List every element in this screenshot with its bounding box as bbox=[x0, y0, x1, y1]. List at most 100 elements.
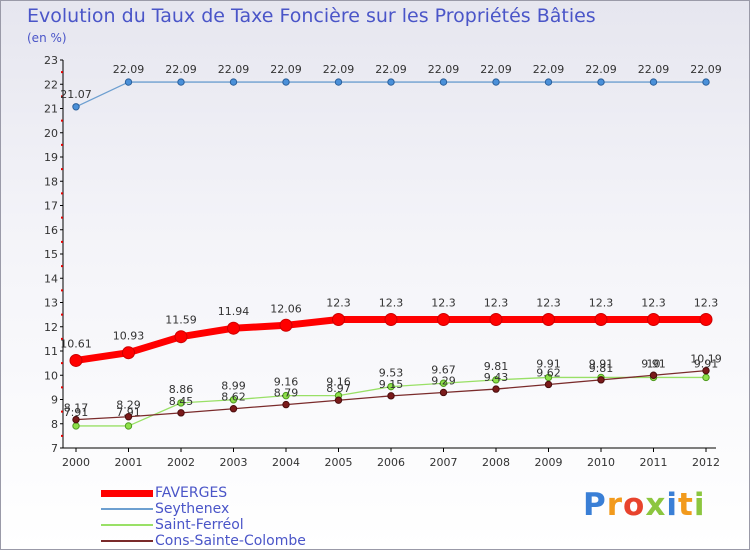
data-label-faverges: 12.3 bbox=[589, 296, 614, 309]
data-label-seythenex: 22.09 bbox=[690, 63, 722, 76]
y-minor-tick bbox=[61, 119, 63, 122]
data-point-saint-ferr-ol bbox=[702, 373, 710, 382]
data-label-faverges: 10.61 bbox=[60, 337, 92, 350]
data-label-faverges: 10.93 bbox=[113, 330, 145, 343]
data-point-seythenex bbox=[492, 78, 500, 86]
data-label-cons-sainte-colombe: 9.62 bbox=[536, 366, 561, 379]
data-label-saint-ferr-ol: 9.91 bbox=[589, 357, 614, 370]
legend-label: Seythenex bbox=[155, 501, 230, 517]
legend-label: Cons-Sainte-Colombe bbox=[155, 533, 306, 549]
data-label-cons-sainte-colombe: 10.19 bbox=[690, 353, 722, 366]
y-minor-tick bbox=[61, 168, 63, 171]
data-point-cons-sainte-colombe bbox=[124, 413, 133, 421]
legend-swatch bbox=[101, 489, 153, 497]
proxiti-logo: Proxiti bbox=[583, 487, 705, 523]
data-label-saint-ferr-ol: 8.99 bbox=[221, 380, 246, 393]
y-minor-tick bbox=[61, 289, 63, 292]
y-tick-label: 20 bbox=[44, 127, 58, 140]
data-label-cons-sainte-colombe: 9.15 bbox=[379, 378, 404, 391]
data-point-cons-sainte-colombe bbox=[544, 380, 553, 389]
x-tick-label: 2009 bbox=[535, 456, 563, 469]
data-point-saint-ferr-ol bbox=[282, 391, 290, 400]
data-point-faverges bbox=[594, 312, 608, 326]
data-point-faverges bbox=[542, 312, 555, 326]
x-tick-label: 2005 bbox=[325, 456, 353, 469]
data-label-cons-sainte-colombe: 9.43 bbox=[484, 371, 509, 384]
data-point-saint-ferr-ol bbox=[72, 422, 80, 430]
y-minor-tick bbox=[61, 313, 63, 316]
data-label-cons-sainte-colombe: 8.45 bbox=[169, 395, 194, 408]
data-point-cons-sainte-colombe bbox=[334, 396, 343, 404]
data-label-seythenex: 22.09 bbox=[480, 63, 512, 76]
data-label-saint-ferr-ol: 8.86 bbox=[169, 383, 194, 396]
data-point-faverges bbox=[227, 321, 240, 335]
y-minor-tick bbox=[61, 410, 63, 413]
data-label-saint-ferr-ol: 9.91 bbox=[536, 357, 561, 370]
data-label-saint-ferr-ol: 9.16 bbox=[274, 376, 299, 389]
data-label-seythenex: 22.09 bbox=[113, 63, 145, 76]
legend-label: Saint-Ferréol bbox=[155, 517, 244, 533]
y-minor-tick bbox=[61, 362, 63, 365]
data-point-saint-ferr-ol bbox=[124, 422, 133, 430]
data-point-faverges bbox=[699, 312, 713, 326]
legend-item: FAVERGES bbox=[101, 485, 306, 501]
data-label-faverges: 12.3 bbox=[431, 296, 456, 309]
x-tick-label: 2001 bbox=[115, 456, 143, 469]
data-point-faverges bbox=[69, 353, 83, 367]
data-point-faverges bbox=[332, 312, 345, 326]
legend-label: FAVERGES bbox=[155, 485, 228, 501]
data-point-cons-sainte-colombe bbox=[177, 409, 185, 417]
logo-letter: o bbox=[623, 487, 646, 523]
data-label-faverges: 12.3 bbox=[484, 296, 509, 309]
data-label-cons-sainte-colombe: 8.62 bbox=[221, 391, 246, 404]
data-point-faverges bbox=[174, 330, 188, 344]
data-point-saint-ferr-ol bbox=[544, 373, 553, 382]
data-label-faverges: 12.06 bbox=[270, 302, 302, 315]
x-tick-label: 2004 bbox=[272, 456, 300, 469]
logo-letter: i bbox=[693, 487, 706, 523]
legend-swatch bbox=[101, 540, 153, 542]
data-label-cons-sainte-colombe: 8.97 bbox=[326, 382, 351, 395]
legend-item: Seythenex bbox=[101, 501, 306, 517]
data-label-faverges: 12.3 bbox=[641, 296, 666, 309]
y-tick-label: 15 bbox=[44, 248, 58, 261]
y-minor-tick bbox=[61, 95, 63, 98]
y-tick-label: 17 bbox=[44, 200, 58, 213]
y-tick-label: 19 bbox=[44, 151, 58, 164]
y-tick-label: 14 bbox=[44, 272, 58, 285]
data-point-cons-sainte-colombe bbox=[229, 405, 238, 413]
data-label-faverges: 12.3 bbox=[326, 296, 351, 309]
data-point-seythenex bbox=[229, 78, 238, 86]
data-point-seythenex bbox=[334, 78, 343, 86]
legend-item: Cons-Sainte-Colombe bbox=[101, 533, 306, 549]
data-label-saint-ferr-ol: 9.53 bbox=[379, 367, 404, 380]
y-tick-label: 18 bbox=[44, 175, 58, 188]
x-tick-label: 2011 bbox=[640, 456, 668, 469]
data-label-seythenex: 22.09 bbox=[323, 63, 355, 76]
data-point-faverges bbox=[489, 312, 503, 326]
data-point-seythenex bbox=[439, 78, 448, 86]
legend: FAVERGES Seythenex Saint-Ferréol Cons-Saint… bbox=[101, 485, 306, 549]
series-line-seythenex bbox=[75, 81, 707, 108]
y-tick-label: 11 bbox=[44, 345, 58, 358]
y-tick-label: 23 bbox=[44, 54, 58, 67]
x-tick-label: 2002 bbox=[167, 456, 195, 469]
x-tick-label: 2007 bbox=[430, 456, 458, 469]
data-point-cons-sainte-colombe bbox=[597, 376, 605, 384]
data-point-faverges bbox=[647, 312, 660, 326]
data-point-seythenex bbox=[124, 78, 133, 86]
y-minor-tick bbox=[61, 434, 63, 437]
y-minor-tick bbox=[61, 216, 63, 219]
y-minor-tick bbox=[61, 192, 63, 195]
x-tick-label: 2010 bbox=[587, 456, 615, 469]
legend-swatch bbox=[101, 524, 153, 526]
data-point-cons-sainte-colombe bbox=[492, 385, 500, 393]
data-label-cons-sainte-colombe: 8.17 bbox=[64, 402, 89, 415]
data-label-saint-ferr-ol: 7.91 bbox=[64, 406, 89, 419]
data-label-seythenex: 22.09 bbox=[270, 63, 302, 76]
data-point-faverges bbox=[437, 312, 450, 326]
data-label-faverges: 12.3 bbox=[379, 296, 404, 309]
data-point-seythenex bbox=[282, 78, 290, 86]
